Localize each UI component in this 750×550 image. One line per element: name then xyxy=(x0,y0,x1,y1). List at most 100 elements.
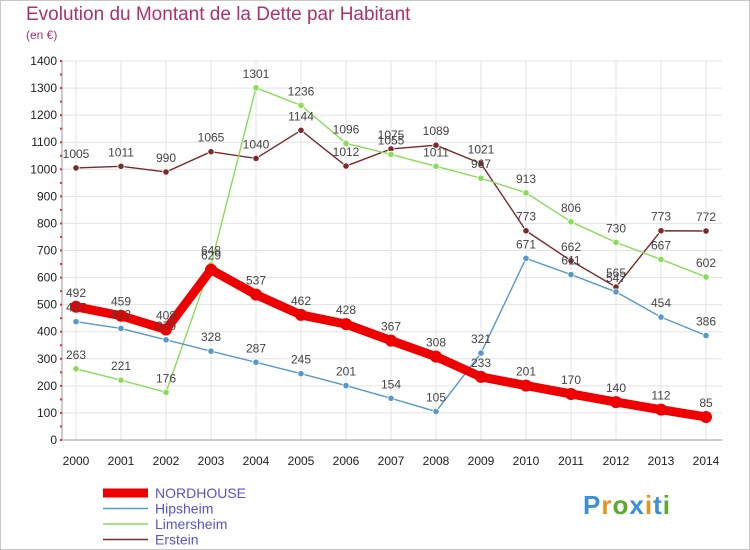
series xyxy=(70,84,712,423)
y-tick-label: 600 xyxy=(37,271,57,285)
logo-letter: t xyxy=(653,490,663,520)
logo-letter: i xyxy=(644,490,654,520)
data-label-erstein: 1089 xyxy=(423,124,450,138)
data-label-erstein: 773 xyxy=(651,210,671,224)
data-label-limersheim: 1096 xyxy=(333,122,360,136)
y-axis-marker xyxy=(60,73,62,76)
y-axis-marker xyxy=(60,100,62,103)
data-label-hipsheim: 671 xyxy=(516,237,536,251)
y-axis-marker xyxy=(60,208,62,211)
data-label-nordhouse: 112 xyxy=(651,389,670,403)
y-axis-marker xyxy=(60,290,62,293)
data-label-hipsheim: 154 xyxy=(381,377,401,391)
data-label-limersheim: 602 xyxy=(696,256,716,270)
logo-letter: r xyxy=(601,490,613,520)
data-label-erstein: 1144 xyxy=(288,109,314,123)
y-tick-label: 300 xyxy=(37,352,57,366)
y-tick-label: 400 xyxy=(37,325,57,339)
data-point-erstein xyxy=(72,164,80,172)
logo-letter: P xyxy=(583,490,602,520)
y-axis-marker xyxy=(60,127,62,130)
x-tick-label: 2002 xyxy=(153,454,180,468)
chart-title: Evolution du Montant de la Dette par Hab… xyxy=(26,4,411,25)
data-label-hipsheim: 245 xyxy=(291,353,311,367)
data-label-hipsheim: 321 xyxy=(471,332,491,346)
data-label-hipsheim: 437 xyxy=(66,301,86,315)
data-label-erstein: 1075 xyxy=(378,128,405,142)
data-point-hipsheim xyxy=(387,394,395,402)
logo-letter: o xyxy=(612,490,630,520)
data-point-nordhouse xyxy=(205,263,217,276)
y-axis-marker xyxy=(60,425,62,428)
logo-letter: i xyxy=(662,490,671,520)
data-label-nordhouse: 492 xyxy=(66,286,86,300)
y-tick-label: 1300 xyxy=(30,81,57,95)
data-point-erstein xyxy=(567,257,575,265)
data-label-limersheim: 176 xyxy=(156,371,176,385)
proxiti-logo: Proxiti xyxy=(583,490,671,521)
y-axis-marker xyxy=(60,263,62,266)
data-point-nordhouse xyxy=(340,318,352,331)
data-label-hipsheim: 454 xyxy=(651,296,671,310)
data-point-nordhouse xyxy=(430,350,442,363)
data-label-erstein: 1012 xyxy=(333,145,360,159)
data-point-hipsheim xyxy=(657,313,665,321)
data-point-nordhouse xyxy=(475,370,487,383)
data-point-limersheim xyxy=(387,150,395,158)
data-point-nordhouse xyxy=(295,308,307,321)
y-tick-label: 200 xyxy=(37,379,57,393)
legend-label-erstein: Erstein xyxy=(155,532,199,548)
x-tick-label: 2011 xyxy=(558,454,584,468)
y-axis-marker xyxy=(60,168,62,171)
data-label-hipsheim: 370 xyxy=(156,319,176,333)
data-label-limersheim: 1301 xyxy=(243,67,270,81)
x-tick-label: 2007 xyxy=(378,454,405,468)
y-axis-marker xyxy=(60,114,62,117)
chart-subtitle: (en €) xyxy=(26,28,58,42)
y-axis-marker xyxy=(60,154,62,157)
y-tick-label: 1400 xyxy=(30,54,57,68)
data-point-hipsheim xyxy=(117,324,125,333)
data-label-nordhouse: 462 xyxy=(291,294,311,308)
y-tick-label: 100 xyxy=(37,406,57,420)
data-label-limersheim: 913 xyxy=(516,172,536,186)
data-label-hipsheim: 611 xyxy=(561,254,580,268)
data-label-nordhouse: 367 xyxy=(381,320,401,334)
data-label-nordhouse: 537 xyxy=(246,274,266,288)
y-tick-label: 1200 xyxy=(30,108,57,122)
data-point-nordhouse xyxy=(160,323,172,336)
y-axis-marker xyxy=(60,181,62,184)
y-tick-label: 0 xyxy=(50,433,57,447)
data-point-limersheim xyxy=(702,273,710,281)
data-label-nordhouse: 170 xyxy=(561,373,581,387)
x-tick-label: 2001 xyxy=(108,454,135,468)
data-label-erstein: 773 xyxy=(516,210,536,224)
data-label-limersheim: 667 xyxy=(651,238,671,252)
data-point-nordhouse xyxy=(385,334,397,347)
y-axis-marker xyxy=(60,195,62,198)
y-axis-marker xyxy=(60,317,62,320)
legend-label-nordhouse: NORDHOUSE xyxy=(155,485,246,501)
data-labels: 1005 1011 990 1065 1040 1144 1012 1075 1089 1021 7… xyxy=(63,67,717,410)
y-axis-marker xyxy=(60,344,62,347)
data-label-nordhouse: 233 xyxy=(471,356,491,370)
data-label-hipsheim: 547 xyxy=(606,271,626,285)
data-point-hipsheim xyxy=(207,347,215,355)
x-tick-label: 2005 xyxy=(288,454,315,468)
data-point-limersheim xyxy=(657,255,665,264)
axes: 0 100 200 300 400 500 600 700 800 900 1000 1100 1200… xyxy=(30,54,722,468)
x-tick-label: 2012 xyxy=(603,454,630,468)
x-tick-label: 2004 xyxy=(243,454,270,468)
y-tick-label: 900 xyxy=(37,189,57,203)
data-label-nordhouse: 459 xyxy=(111,295,131,309)
data-label-nordhouse: 201 xyxy=(516,365,536,379)
data-point-erstein xyxy=(702,227,710,235)
data-point-limersheim xyxy=(477,174,485,182)
y-axis-marker xyxy=(60,87,62,90)
y-axis-marker xyxy=(60,411,62,414)
data-point-limersheim xyxy=(72,365,80,373)
data-point-limersheim xyxy=(297,101,305,109)
x-tick-label: 2006 xyxy=(333,454,360,468)
data-point-erstein xyxy=(342,162,350,170)
